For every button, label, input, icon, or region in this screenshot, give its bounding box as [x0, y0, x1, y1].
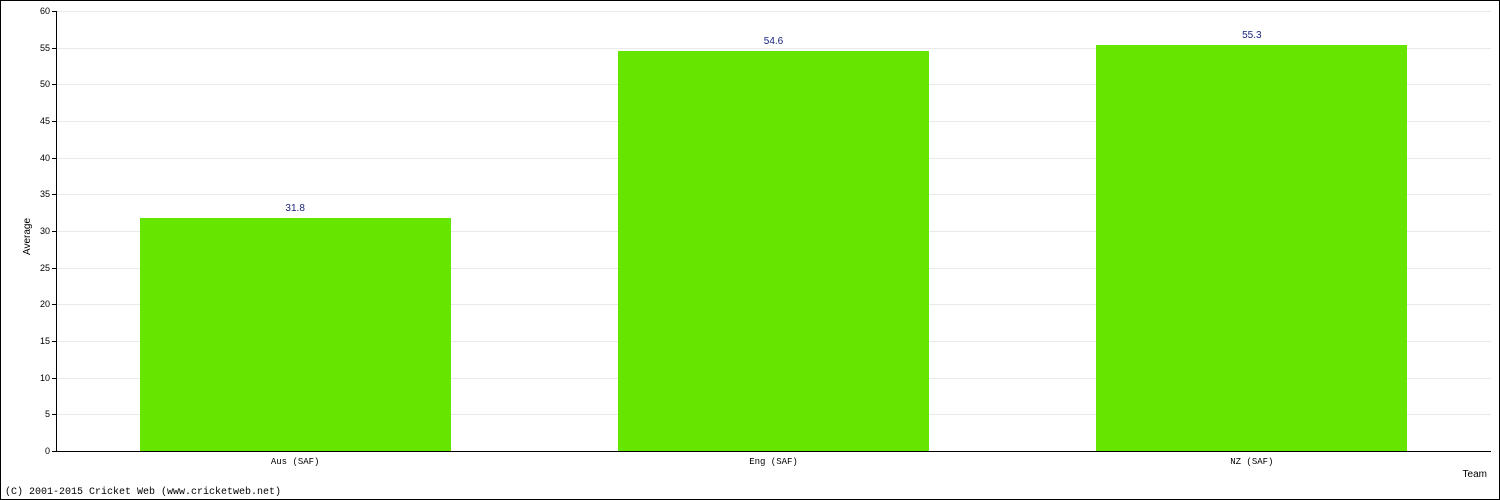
bar — [618, 51, 929, 451]
y-tick-label: 30 — [40, 226, 56, 236]
gridline — [56, 11, 1491, 12]
x-tick-label: NZ (SAF) — [1230, 451, 1273, 467]
y-tick-label: 50 — [40, 79, 56, 89]
bar-value-label: 31.8 — [285, 203, 304, 218]
y-tick-label: 45 — [40, 116, 56, 126]
y-tick-label: 20 — [40, 299, 56, 309]
plot-area: 05101520253035404550556031.8Aus (SAF)54.… — [56, 11, 1491, 451]
footer-credit: (C) 2001-2015 Cricket Web (www.cricketwe… — [5, 487, 281, 498]
bar-value-label: 55.3 — [1242, 30, 1261, 45]
y-tick-label: 55 — [40, 43, 56, 53]
y-tick-label: 15 — [40, 336, 56, 346]
chart-container: 0 5 10 15 20 25 30 35 40 45 50 55 60 31.8 Aus (SAF) 54.… — [0, 0, 1500, 500]
y-tick-label: 35 — [40, 189, 56, 199]
y-axis — [56, 11, 57, 451]
y-tick-label: 40 — [40, 153, 56, 163]
x-tick-label: Aus (SAF) — [271, 451, 320, 467]
x-tick-label: Eng (SAF) — [749, 451, 798, 467]
bar-value-label: 54.6 — [764, 36, 783, 51]
x-axis-title: Team — [1463, 469, 1487, 480]
y-axis-title: Average — [22, 218, 33, 255]
y-tick-label: 10 — [40, 373, 56, 383]
y-tick-label: 60 — [40, 6, 56, 16]
bar — [1096, 45, 1407, 451]
y-tick-label: 0 — [45, 446, 56, 456]
y-tick-label: 25 — [40, 263, 56, 273]
y-tick-label: 5 — [45, 409, 56, 419]
bar — [140, 218, 451, 451]
